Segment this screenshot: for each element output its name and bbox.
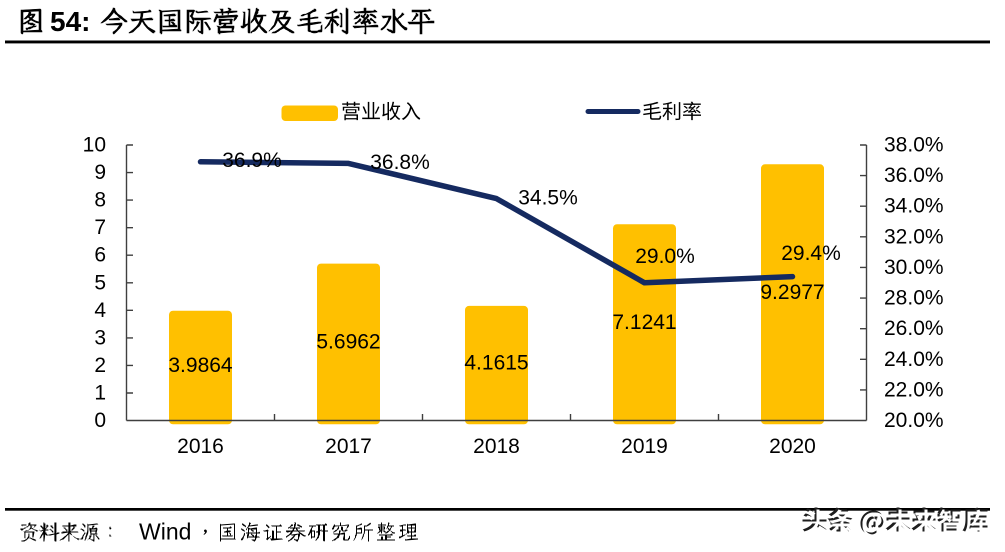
left-axis-tick-label-1: 1 [94, 382, 106, 405]
figure-label-prefix-glyph [20, 8, 43, 35]
right-axis-tick-label-34pct: 34.0% [884, 195, 944, 218]
right-axis-tick-label-28pct: 28.0% [884, 287, 944, 310]
footer-source-suffix [220, 522, 418, 542]
right-axis-tick-label-36pct: 36.0% [884, 164, 944, 187]
right-axis-tick-label-38pct: 38.0% [884, 134, 944, 157]
title-rule [5, 40, 990, 44]
legend [281, 101, 701, 121]
left-axis-tick-label-2: 2 [94, 354, 106, 377]
legend-bar-swatch [281, 105, 338, 121]
right-axis-tick-label-26pct: 26.0% [884, 317, 944, 340]
legend-bar-label [342, 101, 421, 121]
figure-label-prefix [20, 8, 43, 35]
x-axis-label-2016: 2016 [177, 435, 224, 458]
bar-value-label-2018: 4.1615 [464, 352, 528, 375]
x-axis-label-2020: 2020 [769, 435, 816, 458]
footer-source-suffix-glyphs [220, 522, 418, 542]
line-value-label-2018: 34.5% [518, 187, 578, 210]
left-axis-tick-label-3: 3 [94, 326, 106, 349]
bar-2018 [465, 305, 528, 425]
left-axis-tick-label-6: 6 [94, 244, 106, 267]
footer-source-name: Wind [139, 519, 191, 545]
right-axis-tick-label-22pct: 22.0% [884, 378, 944, 401]
left-axis-tick-label-0: 0 [94, 409, 106, 432]
line-value-label-2016: 36.9% [222, 149, 282, 172]
legend-line-label [643, 101, 701, 121]
figure-footer: Wind [5, 508, 990, 545]
bars [169, 164, 824, 425]
bar-value-label-2020: 9.2977 [760, 281, 824, 304]
bar-value-label-2019: 7.1241 [612, 311, 676, 334]
right-axis-tick-label-30pct: 30.0% [884, 256, 944, 279]
left-axis-tick-label-9: 9 [94, 161, 106, 184]
footer-rule [5, 508, 990, 511]
footer-source-prefix-glyphs [20, 522, 112, 542]
footer-comma-glyph [203, 529, 207, 535]
gross-margin-line [197, 159, 796, 286]
line-value-label-2019: 29.0% [635, 245, 695, 268]
figure-header: 54: [5, 6, 990, 44]
footer-source-prefix [20, 522, 112, 542]
line-value-label-2017: 36.8% [370, 151, 430, 174]
figure-title-glyphs [100, 7, 435, 35]
watermark-text-glyphs [804, 509, 990, 537]
right-axis-tick-label-24pct: 24.0% [884, 348, 944, 371]
x-axis-label-2017: 2017 [325, 435, 372, 458]
figure-title [100, 7, 435, 35]
bar-2020 [761, 164, 824, 425]
left-axis-tick-label-4: 4 [94, 299, 106, 322]
left-axis-tick-label-10: 10 [83, 134, 106, 157]
watermark [802, 507, 990, 537]
bar-2017 [317, 263, 380, 425]
axes [125, 144, 868, 422]
watermark-text [804, 509, 990, 537]
bar-2016 [169, 310, 232, 425]
bar-value-label-2017: 5.6962 [316, 331, 380, 354]
figure-number: 54: [50, 6, 90, 37]
right-axis-tick-label-20pct: 20.0% [884, 409, 944, 432]
left-axis-tick-label-5: 5 [94, 271, 106, 294]
plot-area: 10 9 8 7 6 5 4 3 2 1 0 38.0% 36.0% 34.0%… [83, 134, 944, 459]
legend-line-label-glyphs [643, 101, 701, 121]
left-axis-tick-label-7: 7 [94, 216, 106, 239]
x-axis-label-2019: 2019 [621, 435, 668, 458]
right-axis-tick-label-32pct: 32.0% [884, 225, 944, 248]
legend-bar-label-glyphs [342, 101, 421, 121]
bar-value-label-2016: 3.9864 [168, 354, 233, 377]
x-axis-label-2018: 2018 [473, 435, 520, 458]
line-value-label-2020: 29.4% [781, 242, 841, 265]
footer-comma [203, 529, 207, 535]
left-axis-tick-label-8: 8 [94, 189, 106, 212]
